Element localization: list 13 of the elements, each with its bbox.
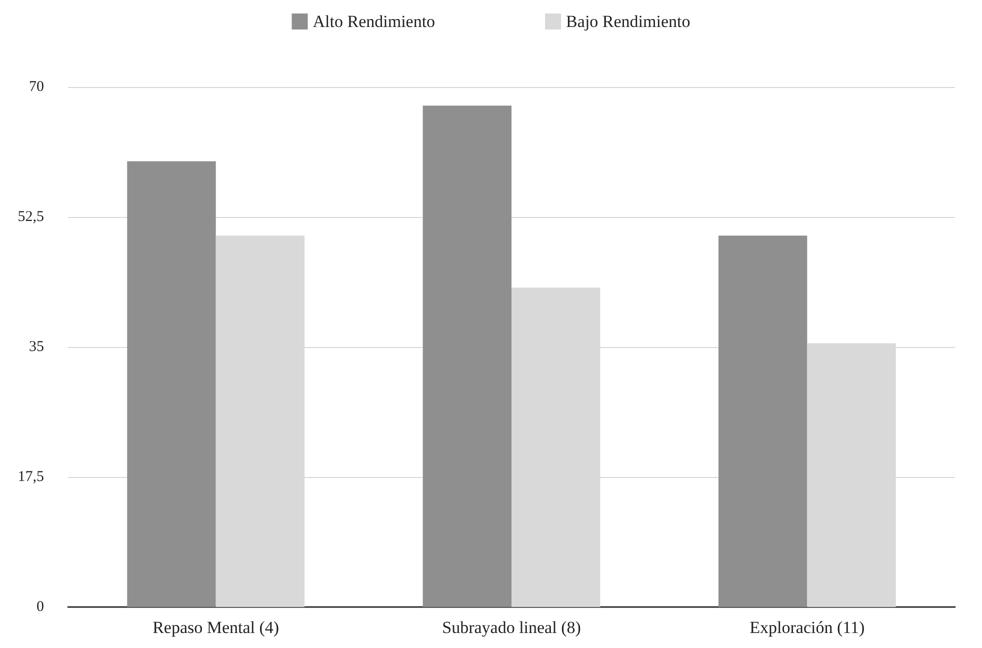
- bar: [127, 161, 216, 607]
- y-tick-label: 70: [29, 79, 44, 95]
- x-tick-label: Subrayado lineal (8): [442, 618, 581, 637]
- bar: [422, 106, 512, 607]
- x-tick-label: Exploración (11): [750, 618, 865, 637]
- y-tick-label: 0: [36, 599, 44, 615]
- x-tick-label: Repaso Mental (4): [152, 618, 280, 637]
- y-tick-label: 52,5: [18, 209, 44, 225]
- legend-label: Alto Rendimiento: [312, 12, 436, 31]
- y-tick-label: 35: [29, 339, 44, 355]
- bar: [718, 236, 808, 607]
- y-tick-label: 17,5: [18, 469, 44, 485]
- legend-label: Bajo Rendimiento: [566, 12, 690, 31]
